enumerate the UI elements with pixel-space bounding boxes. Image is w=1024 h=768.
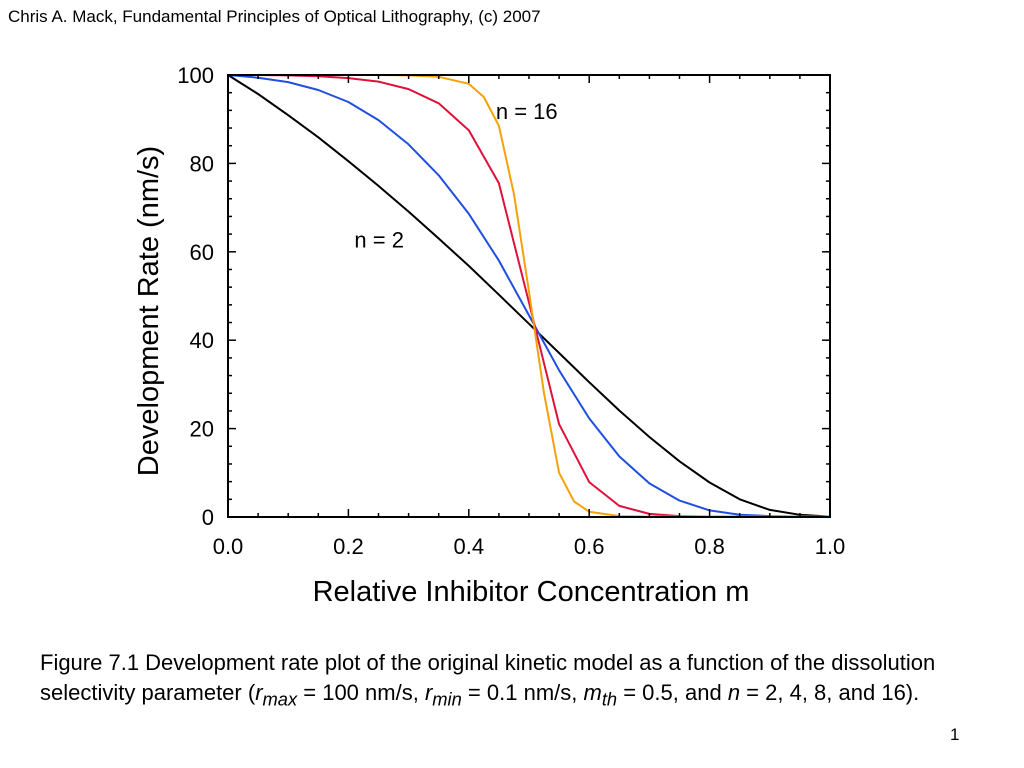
curve-annotation: n = 2: [354, 227, 404, 252]
annotation-layer: n = 16 n = 2: [354, 99, 557, 252]
y-tick-label: 40: [190, 328, 214, 353]
x-tick-label: 0.2: [333, 534, 364, 559]
caption-sub-max: max: [262, 688, 298, 710]
y-tick-label: 100: [177, 63, 214, 88]
caption-text-2: = 0.1 nm/s,: [461, 680, 584, 705]
caption-var-r-min: r: [424, 680, 433, 705]
y-tick-label: 0: [202, 505, 214, 530]
y-tick-label: 60: [190, 240, 214, 265]
caption-intro: Figure 7.1 Development rate plot of the …: [40, 650, 936, 705]
y-axis-title: Development Rate (nm/s): [133, 146, 165, 476]
x-tick-label: 0.4: [454, 534, 485, 559]
curve-annotation: n = 16: [496, 99, 558, 124]
caption-text-3: = 0.5, and: [617, 680, 728, 705]
figure-caption: Figure 7.1 Development rate plot of the …: [40, 648, 1000, 714]
series-line-4: [228, 74, 830, 518]
x-axis-title: Relative Inhibitor Concentration m: [313, 576, 750, 608]
x-tick-label: 0.0: [213, 534, 244, 559]
y-tick-label: 80: [190, 151, 214, 176]
x-tick-label: 0.8: [694, 534, 725, 559]
series-line-2: [227, 74, 830, 518]
caption-text-4: = 2, 4, 8, and 16).: [740, 680, 920, 705]
caption-var-n: n: [727, 680, 741, 705]
caption-sub-min: min: [432, 688, 462, 710]
development-rate-chart: 0.0 0.2 0.4 0.6 0.8 1.0 0 20 40 60 80 100 Relative …: [133, 63, 845, 608]
caption-sub-th: th: [601, 688, 618, 710]
tick-label-layer: 0.0 0.2 0.4 0.6 0.8 1.0 0 20 40 60 80 100: [177, 63, 845, 559]
tick-layer: [227, 74, 831, 518]
series-line-1: [227, 74, 831, 518]
curve-layer: [227, 74, 831, 518]
caption-var-m: m: [583, 680, 602, 705]
caption-var-r-max: r: [255, 680, 263, 705]
slide-header: Chris A. Mack, Fundamental Principles of…: [8, 7, 541, 26]
x-tick-label: 0.6: [574, 534, 605, 559]
x-tick-label: 1.0: [815, 534, 846, 559]
caption-text-1: = 100 nm/s,: [297, 680, 425, 705]
y-tick-label: 20: [190, 417, 214, 442]
page-number: 1: [950, 725, 960, 744]
